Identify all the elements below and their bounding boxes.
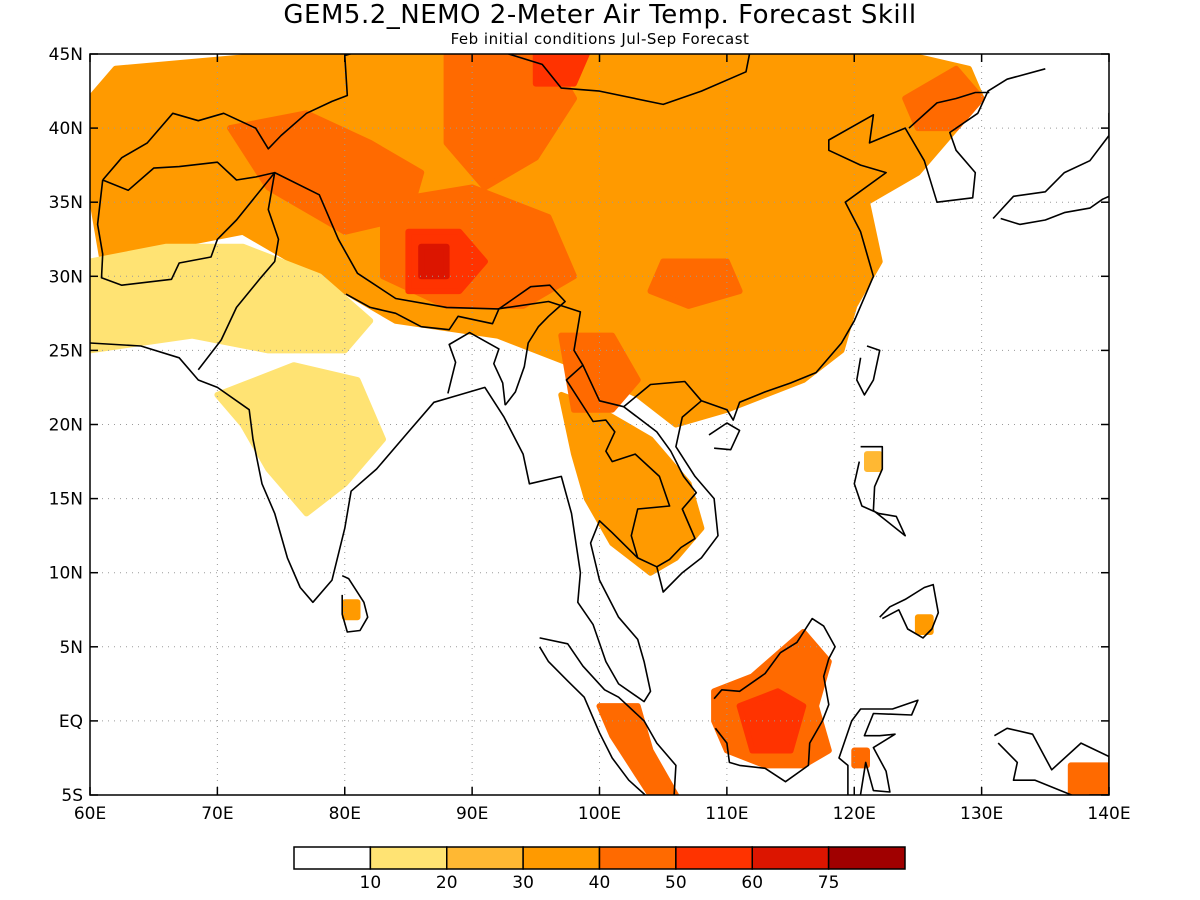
lat-tick-label: 10N <box>49 564 83 584</box>
lat-tick-label: 5N <box>59 638 83 658</box>
skill-region-borneo-core <box>736 688 807 754</box>
map-title: GEM5.2_NEMO 2-Meter Air Temp. Forecast S… <box>283 0 916 30</box>
skill-region-tibet-peak <box>418 243 450 280</box>
skill-region-philippines-south <box>914 614 934 635</box>
lat-tick-label: 15N <box>49 490 83 510</box>
coastline-borneo-coast <box>713 617 836 783</box>
lat-tick-label: 5S <box>61 786 83 806</box>
coastline-mongolia-border <box>506 54 751 106</box>
coastline-sulawesi <box>838 699 919 795</box>
lon-tick-label: 90E <box>456 804 488 824</box>
coastline-taiwan <box>855 345 881 396</box>
coastline-afghanistan-border <box>96 161 276 287</box>
skill-shading-layer <box>90 54 1109 795</box>
coastline-china-border <box>274 171 703 408</box>
skill-region-sichuan-patch <box>647 258 743 309</box>
coastline-laos-vietnam-border <box>623 406 698 568</box>
map-subtitle: Feb initial conditions Jul-Sep Forecast <box>451 30 750 48</box>
skill-region-sumatra-south <box>596 703 679 795</box>
coastline-indochina-borders <box>565 364 671 559</box>
colorbar-swatch <box>369 846 448 870</box>
lat-tick-label: 35N <box>49 193 83 213</box>
coastline-korea-border <box>908 91 990 129</box>
coastline-japan-honshu <box>992 112 1109 226</box>
coastline-myanmar-india-border <box>498 284 566 406</box>
colorbar-swatch <box>293 846 372 870</box>
colorbar-label: 60 <box>741 873 763 893</box>
colorbar-label: 20 <box>436 873 458 893</box>
skill-region-northern-india <box>90 243 374 354</box>
colorbar-swatch <box>522 846 601 870</box>
colorbar-swatch <box>827 846 906 870</box>
lon-tick-label: 140E <box>1087 804 1130 824</box>
skill-region-central-india <box>214 362 386 517</box>
coastline-india-pakistan-border <box>197 172 280 371</box>
colorbar-label: 50 <box>665 873 687 893</box>
lat-tick-label: 20N <box>49 416 83 436</box>
coastline-sri-lanka-coast <box>341 574 369 633</box>
skill-region-sri-lanka <box>341 599 361 621</box>
lon-tick-label: 60E <box>74 804 106 824</box>
skill-region-new-guinea <box>1067 762 1109 795</box>
skill-region-mongolia-north <box>532 54 590 87</box>
colorbar-swatch <box>446 846 524 870</box>
skill-region-indochina <box>558 391 705 576</box>
lon-tick-label: 80E <box>329 804 361 824</box>
coastline-bangladesh-border <box>447 331 506 406</box>
lat-tick-label: 40N <box>49 119 83 139</box>
lat-tick-label: 25N <box>49 341 83 361</box>
lon-tick-label: 120E <box>833 804 876 824</box>
lon-tick-label: 130E <box>960 804 1003 824</box>
colorbar-swatch <box>598 846 677 870</box>
colorbar-label: 40 <box>589 873 611 893</box>
coastline-sumatra <box>538 637 677 795</box>
colorbar-label: 30 <box>512 873 534 893</box>
coastline-luzon <box>853 445 907 537</box>
latitude-axis: 45N 40N 35N 30N 25N 20N 15N 10N 5N EQ 5S <box>49 45 1109 806</box>
skill-region-north-plains <box>443 54 577 191</box>
coastline-nepal-bhutan-border <box>345 293 500 331</box>
coastline-hainan <box>708 422 741 451</box>
lon-tick-label: 70E <box>201 804 233 824</box>
skill-region-luzon-patch <box>864 451 883 472</box>
lon-tick-label: 100E <box>578 804 621 824</box>
skill-region-west-china-band <box>227 110 425 235</box>
colorbar-label: 75 <box>818 873 840 893</box>
lat-tick-label: 30N <box>49 267 83 287</box>
colorbar-label: 10 <box>360 873 382 893</box>
lat-tick-label: 45N <box>49 45 83 65</box>
colorbar-swatch <box>675 846 753 870</box>
colorbar-swatch <box>751 846 830 870</box>
lon-tick-label: 110E <box>705 804 748 824</box>
coastlines-layer <box>90 54 1109 795</box>
coastline-new-guinea-coast <box>993 727 1109 795</box>
coastline-kazakh-border <box>102 54 354 181</box>
longitude-axis: 60E 70E 80E 90E 100E 110E 120E 130E 140E <box>74 54 1131 824</box>
colorbar: 10 20 30 40 50 60 75 <box>293 846 906 893</box>
lat-tick-label: EQ <box>59 712 83 732</box>
coastline-mindanao <box>879 583 940 639</box>
